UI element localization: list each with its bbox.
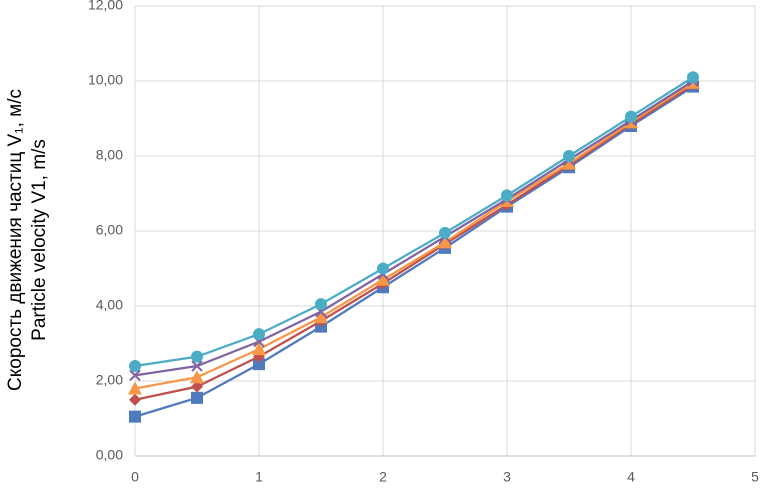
marker	[501, 189, 513, 202]
x-tick-label: 4	[627, 469, 635, 485]
marker	[191, 360, 203, 372]
marker	[191, 350, 203, 363]
y-axis-label: Particle velocity V1, m/s	[29, 139, 50, 341]
marker	[687, 71, 699, 84]
marker	[315, 298, 327, 311]
marker	[252, 342, 266, 356]
marker	[190, 370, 204, 384]
marker	[128, 381, 142, 395]
x-tick-label: 0	[131, 469, 139, 485]
marker	[129, 393, 141, 406]
marker	[253, 328, 265, 341]
series-line	[134, 80, 694, 377]
y-tick-label: 4,00	[96, 297, 123, 313]
marker	[129, 360, 141, 372]
y-tick-label: 8,00	[96, 147, 123, 163]
marker	[439, 226, 451, 239]
series-line	[134, 76, 694, 368]
marker	[253, 358, 265, 371]
marker	[191, 380, 203, 393]
y-tick-label: 0,00	[96, 447, 123, 463]
y-tick-label: 6,00	[96, 222, 123, 238]
y-tick-label: 2,00	[96, 372, 123, 388]
marker	[129, 410, 141, 423]
y-tick-label: 10,00	[88, 72, 123, 88]
series-line	[134, 81, 694, 390]
marker	[314, 310, 328, 324]
marker	[129, 369, 141, 382]
x-tick-label: 2	[379, 469, 387, 485]
series-line	[134, 83, 694, 401]
x-tick-label: 1	[255, 469, 263, 485]
marker	[625, 110, 637, 123]
marker	[562, 156, 576, 170]
marker	[438, 235, 452, 249]
marker	[377, 262, 389, 275]
marker	[191, 391, 203, 404]
x-tick-label: 5	[751, 469, 759, 485]
y-tick-label: 12,00	[88, 0, 123, 13]
marker	[376, 272, 390, 286]
series-line	[134, 85, 694, 418]
marker	[563, 150, 575, 162]
x-tick-label: 3	[503, 469, 511, 485]
y-axis-label: Скорость движения частиц V₁, м/с	[5, 89, 26, 391]
